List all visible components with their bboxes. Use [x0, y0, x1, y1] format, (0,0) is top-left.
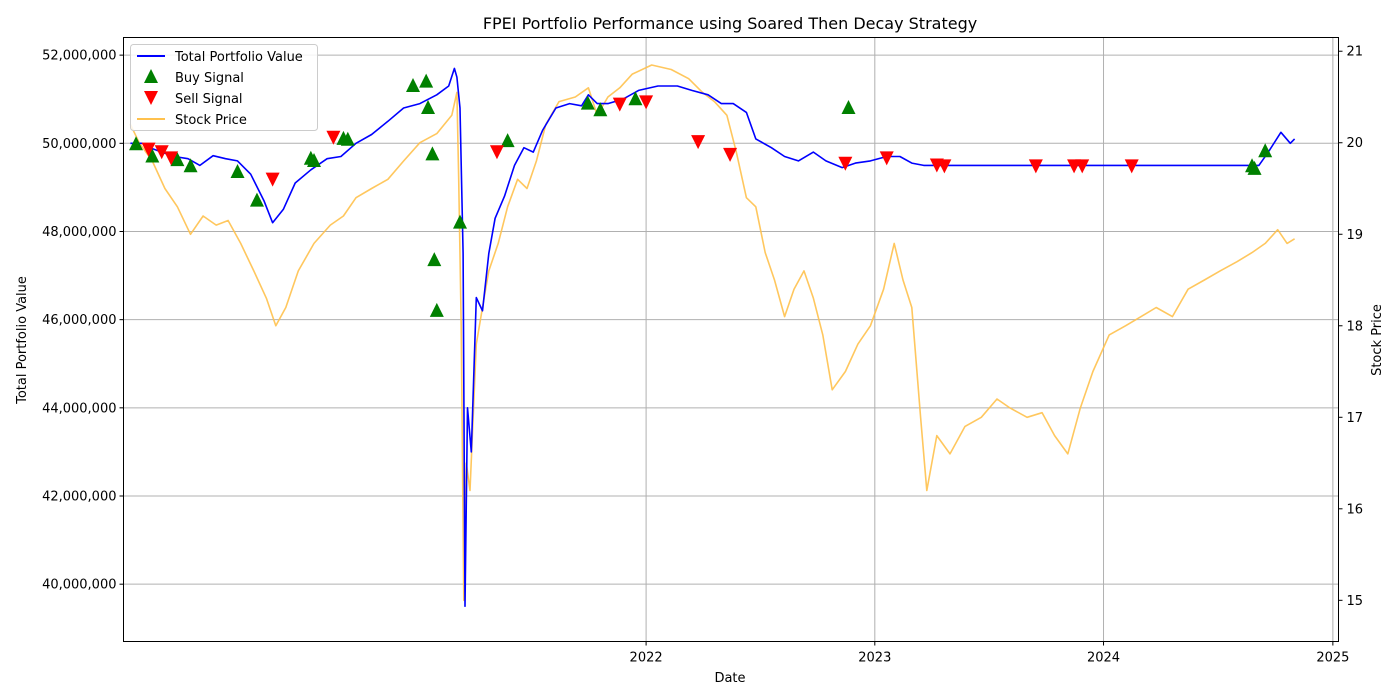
buy-signal-marker [429, 302, 444, 317]
buy-signal-marker [500, 133, 515, 148]
y-right-tick-label: 19 [1347, 228, 1364, 243]
sell-signal-marker [639, 95, 654, 110]
sell-signal-marker [838, 156, 853, 171]
buy-signal-marker [580, 95, 595, 110]
sell-signal-marker [154, 145, 169, 160]
grid-lines [123, 37, 1339, 642]
x-tick-label: 2022 [630, 651, 663, 666]
buy-signal-marker [1247, 160, 1262, 175]
legend-buy-swatch [144, 69, 158, 83]
y-tick-label: 48,000,000 [42, 225, 116, 240]
buy-signal-marker [628, 91, 643, 106]
y-right-tick-label: 21 [1347, 45, 1364, 60]
buy-signal-marker [183, 158, 198, 173]
legend-stock-label: Stock Price [175, 113, 247, 128]
chart-title: FPEI Portfolio Performance using Soared … [483, 14, 977, 33]
y-right-tick-label: 20 [1347, 136, 1364, 151]
y-right-tick-label: 16 [1347, 502, 1364, 517]
sell-signal-marker [612, 97, 627, 112]
buy-signal-marker [230, 163, 245, 178]
buy-signal-marker [425, 146, 440, 161]
buy-signal-marker [249, 192, 264, 207]
x-tick-label: 2023 [858, 651, 891, 666]
buy-signal-marker [452, 214, 467, 229]
buy-signal-marker [145, 148, 160, 163]
sell-signal-marker [265, 172, 280, 187]
stock-price-layer [129, 64, 1296, 602]
buy-signal-marker [306, 152, 321, 167]
legend-sell-swatch [144, 91, 158, 105]
y-axis-right-label: Stock Price [1370, 304, 1385, 376]
signal-markers [129, 73, 1273, 317]
buy-signal-marker [129, 136, 144, 151]
axes: 40,000,000 42,000,000 44,000,000 46,000,000… [42, 45, 1363, 666]
plot-frame [123, 37, 1339, 642]
x-tick-label: 2024 [1087, 651, 1120, 666]
legend-portfolio-label: Total Portfolio Value [174, 50, 303, 65]
y-right-tick-label: 17 [1347, 411, 1364, 426]
legend: Total Portfolio Value Buy Signal Sell Si… [130, 44, 318, 131]
sell-signal-marker [723, 147, 738, 162]
sell-signal-marker [1028, 159, 1043, 174]
buy-signal-marker [170, 152, 185, 167]
y-tick-label: 50,000,000 [42, 137, 116, 152]
x-tick-label: 2025 [1316, 651, 1349, 666]
y-right-tick-label: 18 [1347, 319, 1364, 334]
y-tick-label: 44,000,000 [42, 401, 116, 416]
y-axis-label: Total Portfolio Value [15, 276, 30, 405]
y-tick-label: 46,000,000 [42, 313, 116, 328]
y-right-tick-label: 15 [1347, 594, 1364, 609]
y-tick-label: 52,000,000 [42, 49, 116, 64]
sell-signal-marker [326, 130, 341, 145]
buy-signal-marker [419, 73, 434, 88]
sell-signal-marker [691, 135, 706, 150]
sell-signal-marker [1124, 159, 1139, 174]
legend-buy-label: Buy Signal [175, 71, 244, 86]
legend-box [130, 44, 318, 131]
buy-signal-marker [593, 102, 608, 117]
y-tick-label: 42,000,000 [42, 490, 116, 505]
legend-sell-label: Sell Signal [175, 92, 243, 107]
buy-signal-marker [421, 100, 436, 115]
stock-price-line [129, 64, 1296, 602]
sell-signal-marker [937, 159, 952, 174]
sell-signal-marker [879, 151, 894, 166]
y-tick-label: 40,000,000 [42, 578, 116, 593]
buy-signal-marker [841, 100, 856, 115]
buy-signal-marker [427, 252, 442, 267]
sell-signal-marker [489, 145, 504, 160]
sell-signal-marker [141, 142, 156, 157]
sell-signal-marker [164, 151, 179, 166]
buy-signal-marker [1258, 143, 1273, 158]
buy-signal-marker [340, 131, 355, 146]
x-axis-label: Date [714, 671, 745, 686]
sell-signal-marker [1075, 159, 1090, 174]
buy-signal-marker [405, 77, 420, 92]
